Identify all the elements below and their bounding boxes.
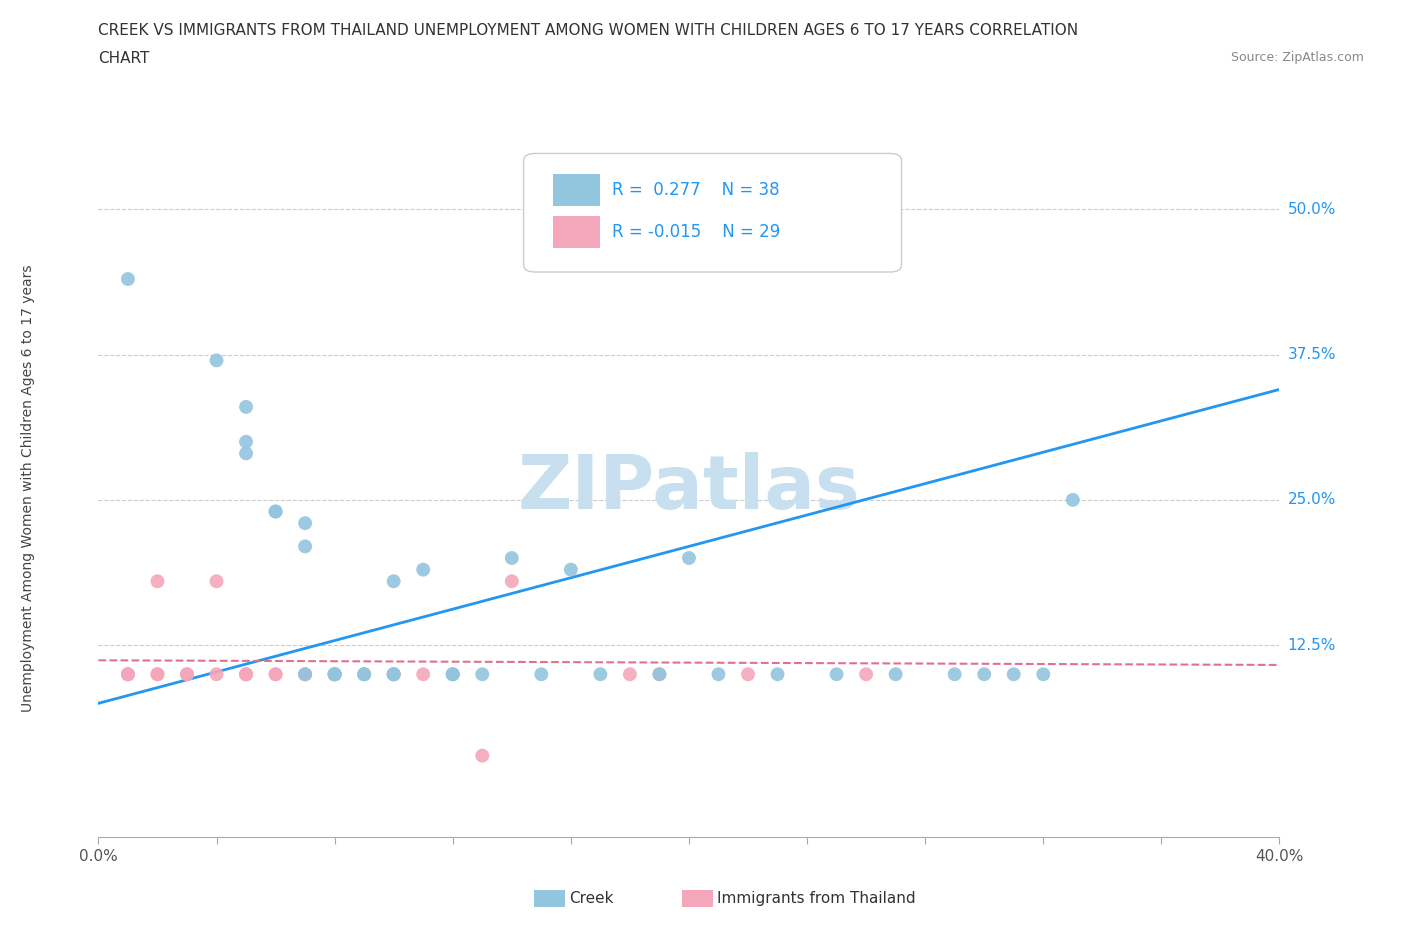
FancyBboxPatch shape <box>523 153 901 272</box>
Point <box>294 667 316 682</box>
Bar <box>553 175 600 206</box>
Point <box>146 574 169 589</box>
Point <box>353 667 375 682</box>
Point <box>205 574 228 589</box>
Point <box>205 353 228 368</box>
Point <box>235 667 257 682</box>
Point <box>382 667 405 682</box>
Point <box>176 667 198 682</box>
Point <box>619 667 641 682</box>
Point <box>382 667 405 682</box>
Point <box>176 667 198 682</box>
Point <box>235 667 257 682</box>
Point <box>235 400 257 415</box>
Point <box>264 504 287 519</box>
Point <box>146 667 169 682</box>
Point <box>294 539 316 554</box>
Point <box>1062 493 1084 508</box>
Text: CHART: CHART <box>98 51 150 66</box>
Text: R = -0.015    N = 29: R = -0.015 N = 29 <box>612 222 780 241</box>
Point <box>294 667 316 682</box>
Text: ZIPatlas: ZIPatlas <box>517 452 860 525</box>
Text: 12.5%: 12.5% <box>1288 638 1336 653</box>
Point <box>264 504 287 519</box>
Point <box>353 667 375 682</box>
Point <box>766 667 789 682</box>
Point <box>648 667 671 682</box>
Point <box>1002 667 1025 682</box>
Text: R =  0.277    N = 38: R = 0.277 N = 38 <box>612 180 780 199</box>
Point <box>560 562 582 577</box>
Point <box>412 562 434 577</box>
Point <box>441 667 464 682</box>
Point <box>264 667 287 682</box>
Bar <box>553 217 600 247</box>
Point <box>117 667 139 682</box>
Point <box>589 667 612 682</box>
Point <box>530 667 553 682</box>
Point <box>412 667 434 682</box>
Text: 37.5%: 37.5% <box>1288 347 1336 362</box>
Point <box>678 551 700 565</box>
Point <box>264 667 287 682</box>
Point <box>382 574 405 589</box>
Point <box>648 667 671 682</box>
Point <box>235 667 257 682</box>
Point <box>323 667 346 682</box>
Text: CREEK VS IMMIGRANTS FROM THAILAND UNEMPLOYMENT AMONG WOMEN WITH CHILDREN AGES 6 : CREEK VS IMMIGRANTS FROM THAILAND UNEMPL… <box>98 23 1078 38</box>
Point <box>294 516 316 531</box>
Point <box>737 667 759 682</box>
Point <box>353 667 375 682</box>
Point <box>117 272 139 286</box>
Text: 25.0%: 25.0% <box>1288 492 1336 508</box>
Point <box>855 667 877 682</box>
Point <box>973 667 995 682</box>
Text: 50.0%: 50.0% <box>1288 202 1336 217</box>
Point <box>235 434 257 449</box>
Point <box>825 667 848 682</box>
Text: Creek: Creek <box>569 891 614 906</box>
Point <box>323 667 346 682</box>
Point <box>707 667 730 682</box>
Point <box>146 667 169 682</box>
Point <box>117 667 139 682</box>
Point <box>943 667 966 682</box>
Point <box>235 446 257 461</box>
Point <box>382 667 405 682</box>
Point <box>117 667 139 682</box>
Point <box>382 667 405 682</box>
Text: Immigrants from Thailand: Immigrants from Thailand <box>717 891 915 906</box>
Point <box>471 748 494 763</box>
Point <box>501 551 523 565</box>
Point <box>884 667 907 682</box>
Text: Unemployment Among Women with Children Ages 6 to 17 years: Unemployment Among Women with Children A… <box>21 264 35 712</box>
Point <box>323 667 346 682</box>
Point <box>501 574 523 589</box>
Point <box>441 667 464 682</box>
Point <box>294 667 316 682</box>
Point <box>1032 667 1054 682</box>
Point <box>323 667 346 682</box>
Point <box>205 667 228 682</box>
Point <box>471 667 494 682</box>
Point <box>441 667 464 682</box>
Point <box>323 667 346 682</box>
Text: Source: ZipAtlas.com: Source: ZipAtlas.com <box>1230 51 1364 64</box>
